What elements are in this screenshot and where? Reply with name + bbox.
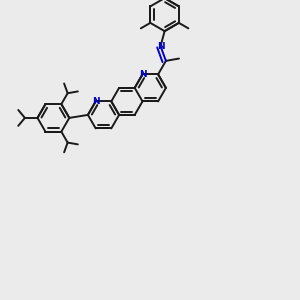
Text: N: N — [92, 97, 100, 106]
Text: N: N — [139, 70, 146, 79]
Text: N: N — [157, 42, 164, 51]
